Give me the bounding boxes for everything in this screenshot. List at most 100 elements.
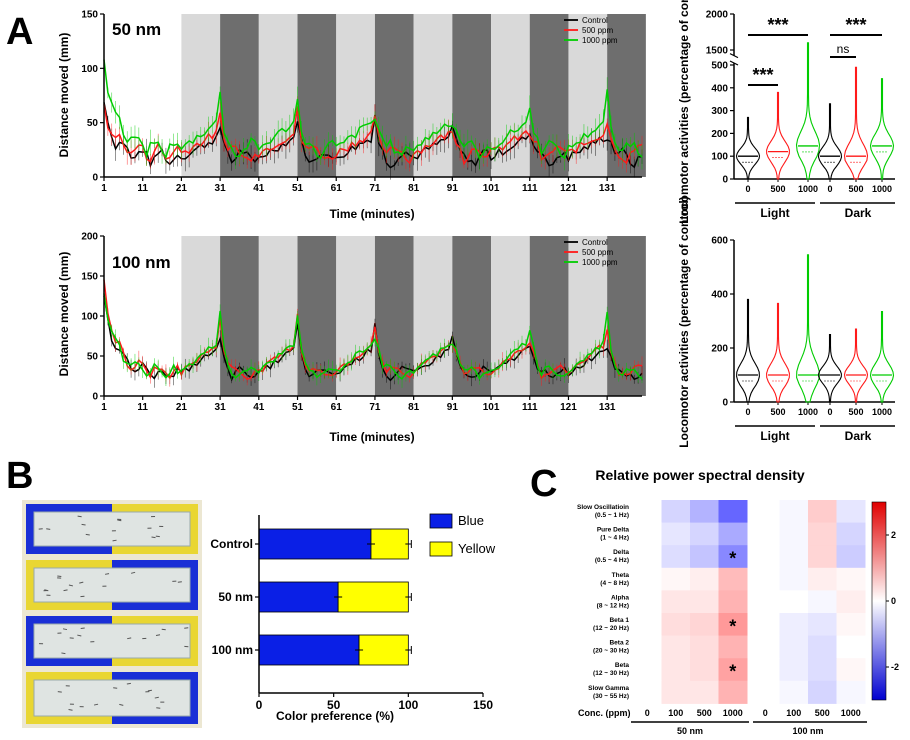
x-tick-label: 1 xyxy=(101,402,107,413)
heatmap-cell xyxy=(718,567,748,591)
row-label-line: Slow Oscillatioin xyxy=(577,504,629,511)
violin-100nm: 0 200 400 600 0 500 1000 0 500 1000 Light Dark Loco… xyxy=(677,196,895,448)
x-tick-label: 91 xyxy=(447,183,459,194)
x-tick-label: 1000 xyxy=(872,407,892,417)
heatmap-cell xyxy=(690,658,719,682)
row-label-2: Delta (0.5 ~ 4 Hz) xyxy=(595,549,630,564)
category-label-0: Control xyxy=(210,537,253,551)
legend-label-1: Yellow xyxy=(458,541,496,556)
y-tick-label: 0 xyxy=(92,392,98,403)
band-light xyxy=(181,236,221,396)
x-tick-label: 1 xyxy=(101,183,107,194)
y-axis-label: Distance moved (mm) xyxy=(57,252,71,377)
y-tick-label: 100 xyxy=(711,152,728,163)
larva xyxy=(104,573,110,575)
row-label-line: Pure Delta xyxy=(597,527,630,534)
heatmap-cell xyxy=(808,613,837,637)
heatmap-cell xyxy=(751,567,780,591)
legend-label-0: Control xyxy=(582,238,608,247)
violin-50nm: 0 100 200 300 400 500 1500 2000 0 500 1000 0 500 1000… xyxy=(677,0,895,224)
heatmap-cell xyxy=(751,500,780,524)
x-tick-label: 41 xyxy=(253,183,265,194)
heatmap-cell xyxy=(779,613,809,637)
x-tick-label: 81 xyxy=(408,402,420,413)
x-tick-label: 1000 xyxy=(872,184,892,194)
group-label-dark: Dark xyxy=(845,429,872,443)
heatmap-cell xyxy=(661,500,691,524)
heatmap-cell xyxy=(808,680,837,704)
y-tick-label: 100 xyxy=(81,64,98,75)
heatmap-cell xyxy=(808,590,837,614)
group-label-light: Light xyxy=(760,429,789,443)
x-tick-label: 71 xyxy=(369,183,381,194)
band-light xyxy=(258,236,298,396)
bar-blue-0 xyxy=(258,528,372,560)
larva xyxy=(113,687,118,689)
x-tick-label: 1000 xyxy=(798,407,818,417)
row-label-line: (0.5 ~ 1 Hz) xyxy=(595,512,629,519)
larva xyxy=(77,515,82,518)
tank-2 xyxy=(26,560,198,610)
band-light xyxy=(336,236,375,396)
x-tick-label: 1000 xyxy=(798,184,818,194)
violin-0 xyxy=(735,116,761,180)
axis-break xyxy=(729,53,739,59)
tank-1 xyxy=(26,504,198,554)
row-label-line: (30 ~ 55 Hz) xyxy=(593,693,629,700)
row-labels: Slow Oscillatioin (0.5 ~ 1 Hz) Pure Delta (… xyxy=(577,504,629,700)
larva xyxy=(119,703,124,706)
y-tick-label: 2000 xyxy=(706,10,729,21)
larva xyxy=(151,536,156,539)
x-tick-label: 121 xyxy=(560,183,577,194)
row-label-line: Alpha xyxy=(611,594,629,601)
heatmap-cell xyxy=(836,658,866,682)
heatmap-cell xyxy=(836,613,866,637)
legend-swatch-1 xyxy=(429,541,453,557)
heatmap-cell xyxy=(633,635,662,659)
row-label-line: (0.5 ~ 4 Hz) xyxy=(595,557,629,564)
series-line-0 xyxy=(103,102,643,169)
bar-blue-1 xyxy=(258,581,339,613)
row-label-line: (20 ~ 30 Hz) xyxy=(593,648,629,655)
x-tick-label: 0 xyxy=(745,407,750,417)
larva xyxy=(130,571,136,574)
larva xyxy=(112,539,117,542)
heatmap-cell xyxy=(718,613,748,637)
significance-star-1: * xyxy=(729,616,736,636)
column-label-1: 100 xyxy=(668,708,683,718)
x-tick-label: 500 xyxy=(770,407,785,417)
heatmap-cell xyxy=(718,522,748,546)
violin-1 xyxy=(766,302,790,403)
x-tick-label: 111 xyxy=(522,402,538,413)
x-tick-label: 31 xyxy=(215,402,227,413)
heatmap-cell xyxy=(779,680,809,704)
violin-2 xyxy=(795,42,821,180)
heatmap-cell xyxy=(661,635,691,659)
y-tick-label: 0 xyxy=(722,398,728,409)
bars xyxy=(258,528,412,666)
heatmap-cell xyxy=(718,658,748,682)
y-tick-label: 600 xyxy=(711,236,728,247)
larva xyxy=(117,519,122,522)
heatmap-cell xyxy=(779,522,809,546)
sig-label-2: ns xyxy=(837,42,850,56)
x-tick-label: 150 xyxy=(473,698,493,712)
x-tick-label: 500 xyxy=(848,184,863,194)
x-tick-label: 71 xyxy=(369,402,381,413)
bar-yellow-2 xyxy=(358,634,409,666)
heatmap-cell xyxy=(779,590,809,614)
psd-heatmap: Relative power spectral density Slow Osc… xyxy=(577,467,899,736)
row-label-line: Beta 2 xyxy=(609,640,629,647)
heatmap-cell xyxy=(779,545,809,569)
bar-blue-2 xyxy=(258,634,360,666)
heatmap-cell xyxy=(836,635,866,659)
violin-5 xyxy=(869,78,895,180)
x-tick-label: 61 xyxy=(331,183,343,194)
heatmap-cell xyxy=(661,522,691,546)
larva xyxy=(46,528,51,530)
heatmap-cell xyxy=(690,613,719,637)
larva xyxy=(68,709,73,711)
